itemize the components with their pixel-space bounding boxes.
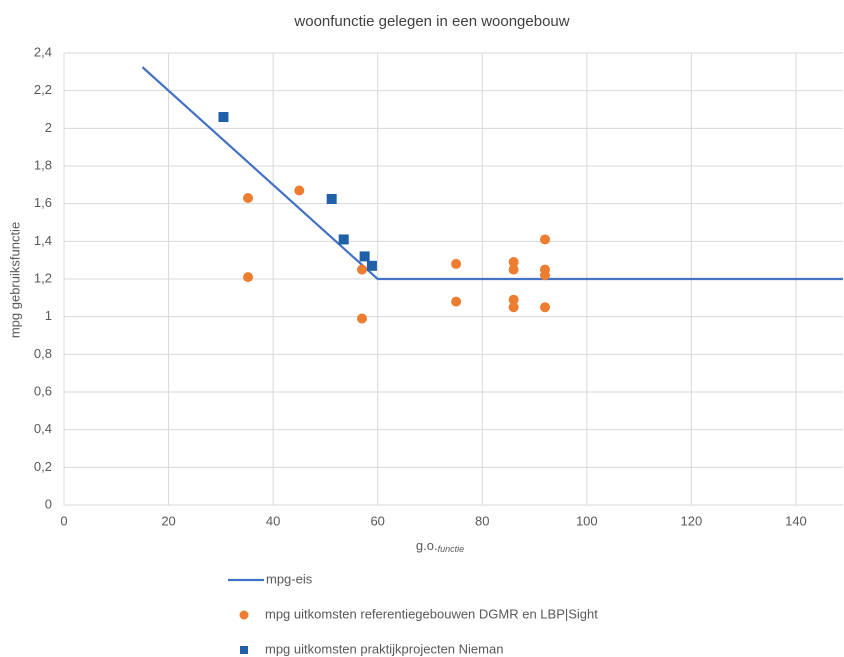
line-series: [141, 66, 843, 281]
y-tick-label: 2,2: [34, 82, 52, 97]
y-tick-label: 0,2: [34, 459, 52, 474]
chart-title: woonfunctie gelegen in een woongebouw: [293, 13, 569, 30]
point: [326, 193, 337, 204]
x-tick-label: 20: [161, 513, 175, 528]
point: [508, 257, 519, 268]
point: [243, 193, 254, 204]
point: [366, 260, 377, 271]
point: [357, 313, 368, 324]
x-tick-label: 100: [576, 513, 598, 528]
y-axis-label: mpg gebruiksfunctie: [7, 222, 22, 338]
legend-swatch: [239, 610, 249, 620]
point: [357, 264, 368, 275]
y-tick-label: 1: [45, 308, 52, 323]
y-tick-label: 1,8: [34, 157, 52, 172]
x-tick-label: 120: [681, 513, 703, 528]
point: [243, 272, 254, 283]
y-tick-label: 0: [45, 496, 52, 511]
y-tick-label: 2,4: [34, 44, 52, 59]
point: [451, 296, 462, 307]
point: [218, 112, 229, 123]
point: [539, 302, 550, 313]
y-tick-label: 1,2: [34, 270, 52, 285]
x-tick-label: 0: [60, 513, 67, 528]
x-axis-label-sub: functie: [438, 544, 465, 554]
x-tick-label: 140: [785, 513, 807, 528]
point: [451, 258, 462, 269]
point: [359, 251, 370, 262]
x-axis-label-main: g.o.: [416, 538, 438, 553]
point: [508, 302, 519, 313]
point: [294, 185, 305, 196]
point: [539, 270, 550, 281]
point: [508, 294, 519, 305]
legend-label: mpg-eis: [266, 571, 313, 586]
point: [338, 234, 349, 245]
legend-label: mpg uitkomsten referentiegebouwen DGMR e…: [265, 606, 598, 621]
y-tick-label: 0,6: [34, 383, 52, 398]
x-tick-label: 60: [370, 513, 384, 528]
y-tick-label: 1,6: [34, 195, 52, 210]
legend-swatch: [240, 646, 248, 654]
point: [539, 234, 550, 245]
x-tick-label: 40: [266, 513, 280, 528]
y-tick-label: 0,4: [34, 421, 52, 436]
legend-label: mpg uitkomsten praktijkprojecten Nieman: [265, 641, 503, 656]
y-tick-label: 2: [45, 120, 52, 135]
y-tick-label: 0,8: [34, 346, 52, 361]
x-tick-label: 80: [475, 513, 489, 528]
x-axis-label: g.o.functie: [416, 538, 464, 554]
point: [508, 264, 519, 275]
y-tick-label: 1,4: [34, 233, 52, 248]
